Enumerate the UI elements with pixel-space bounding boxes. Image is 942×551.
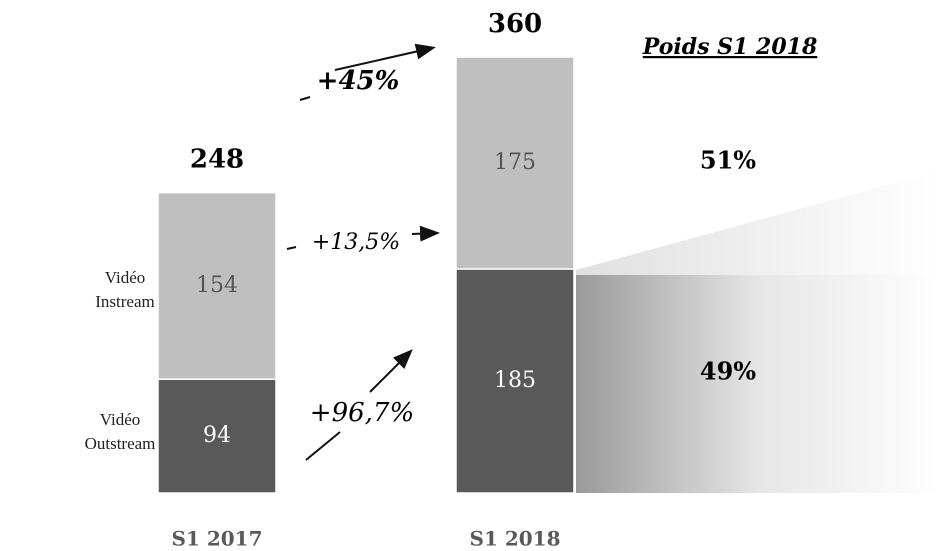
- growth-label: +13,5%: [312, 230, 400, 255]
- value-label: 154: [196, 273, 238, 298]
- x-tick-label: S1 2018: [470, 527, 561, 551]
- arrows: [286, 43, 440, 461]
- growth-label: +96,7%: [310, 398, 414, 428]
- total-label: 248: [190, 145, 244, 175]
- x-tick-label: S1 2017: [172, 527, 263, 551]
- legend-label: Vidéo Outstream: [84, 410, 156, 453]
- bar-segment: [455, 268, 575, 494]
- total-label: 360: [488, 9, 542, 39]
- share-label: 51%: [700, 146, 756, 175]
- bar-segment: [157, 191, 277, 380]
- legend-label: Vidéo Instream: [95, 268, 155, 311]
- share-label: 49%: [700, 357, 756, 386]
- growth-label: +45%: [317, 66, 400, 96]
- value-label: 94: [203, 423, 231, 448]
- bar-segment: [157, 378, 277, 494]
- value-label: 185: [494, 368, 536, 393]
- shares-title: Poids S1 2018: [642, 34, 818, 60]
- share-wedge: [576, 275, 942, 493]
- bar-segment: [455, 56, 575, 270]
- share-wedge: [576, 170, 942, 275]
- value-label: 175: [494, 150, 536, 175]
